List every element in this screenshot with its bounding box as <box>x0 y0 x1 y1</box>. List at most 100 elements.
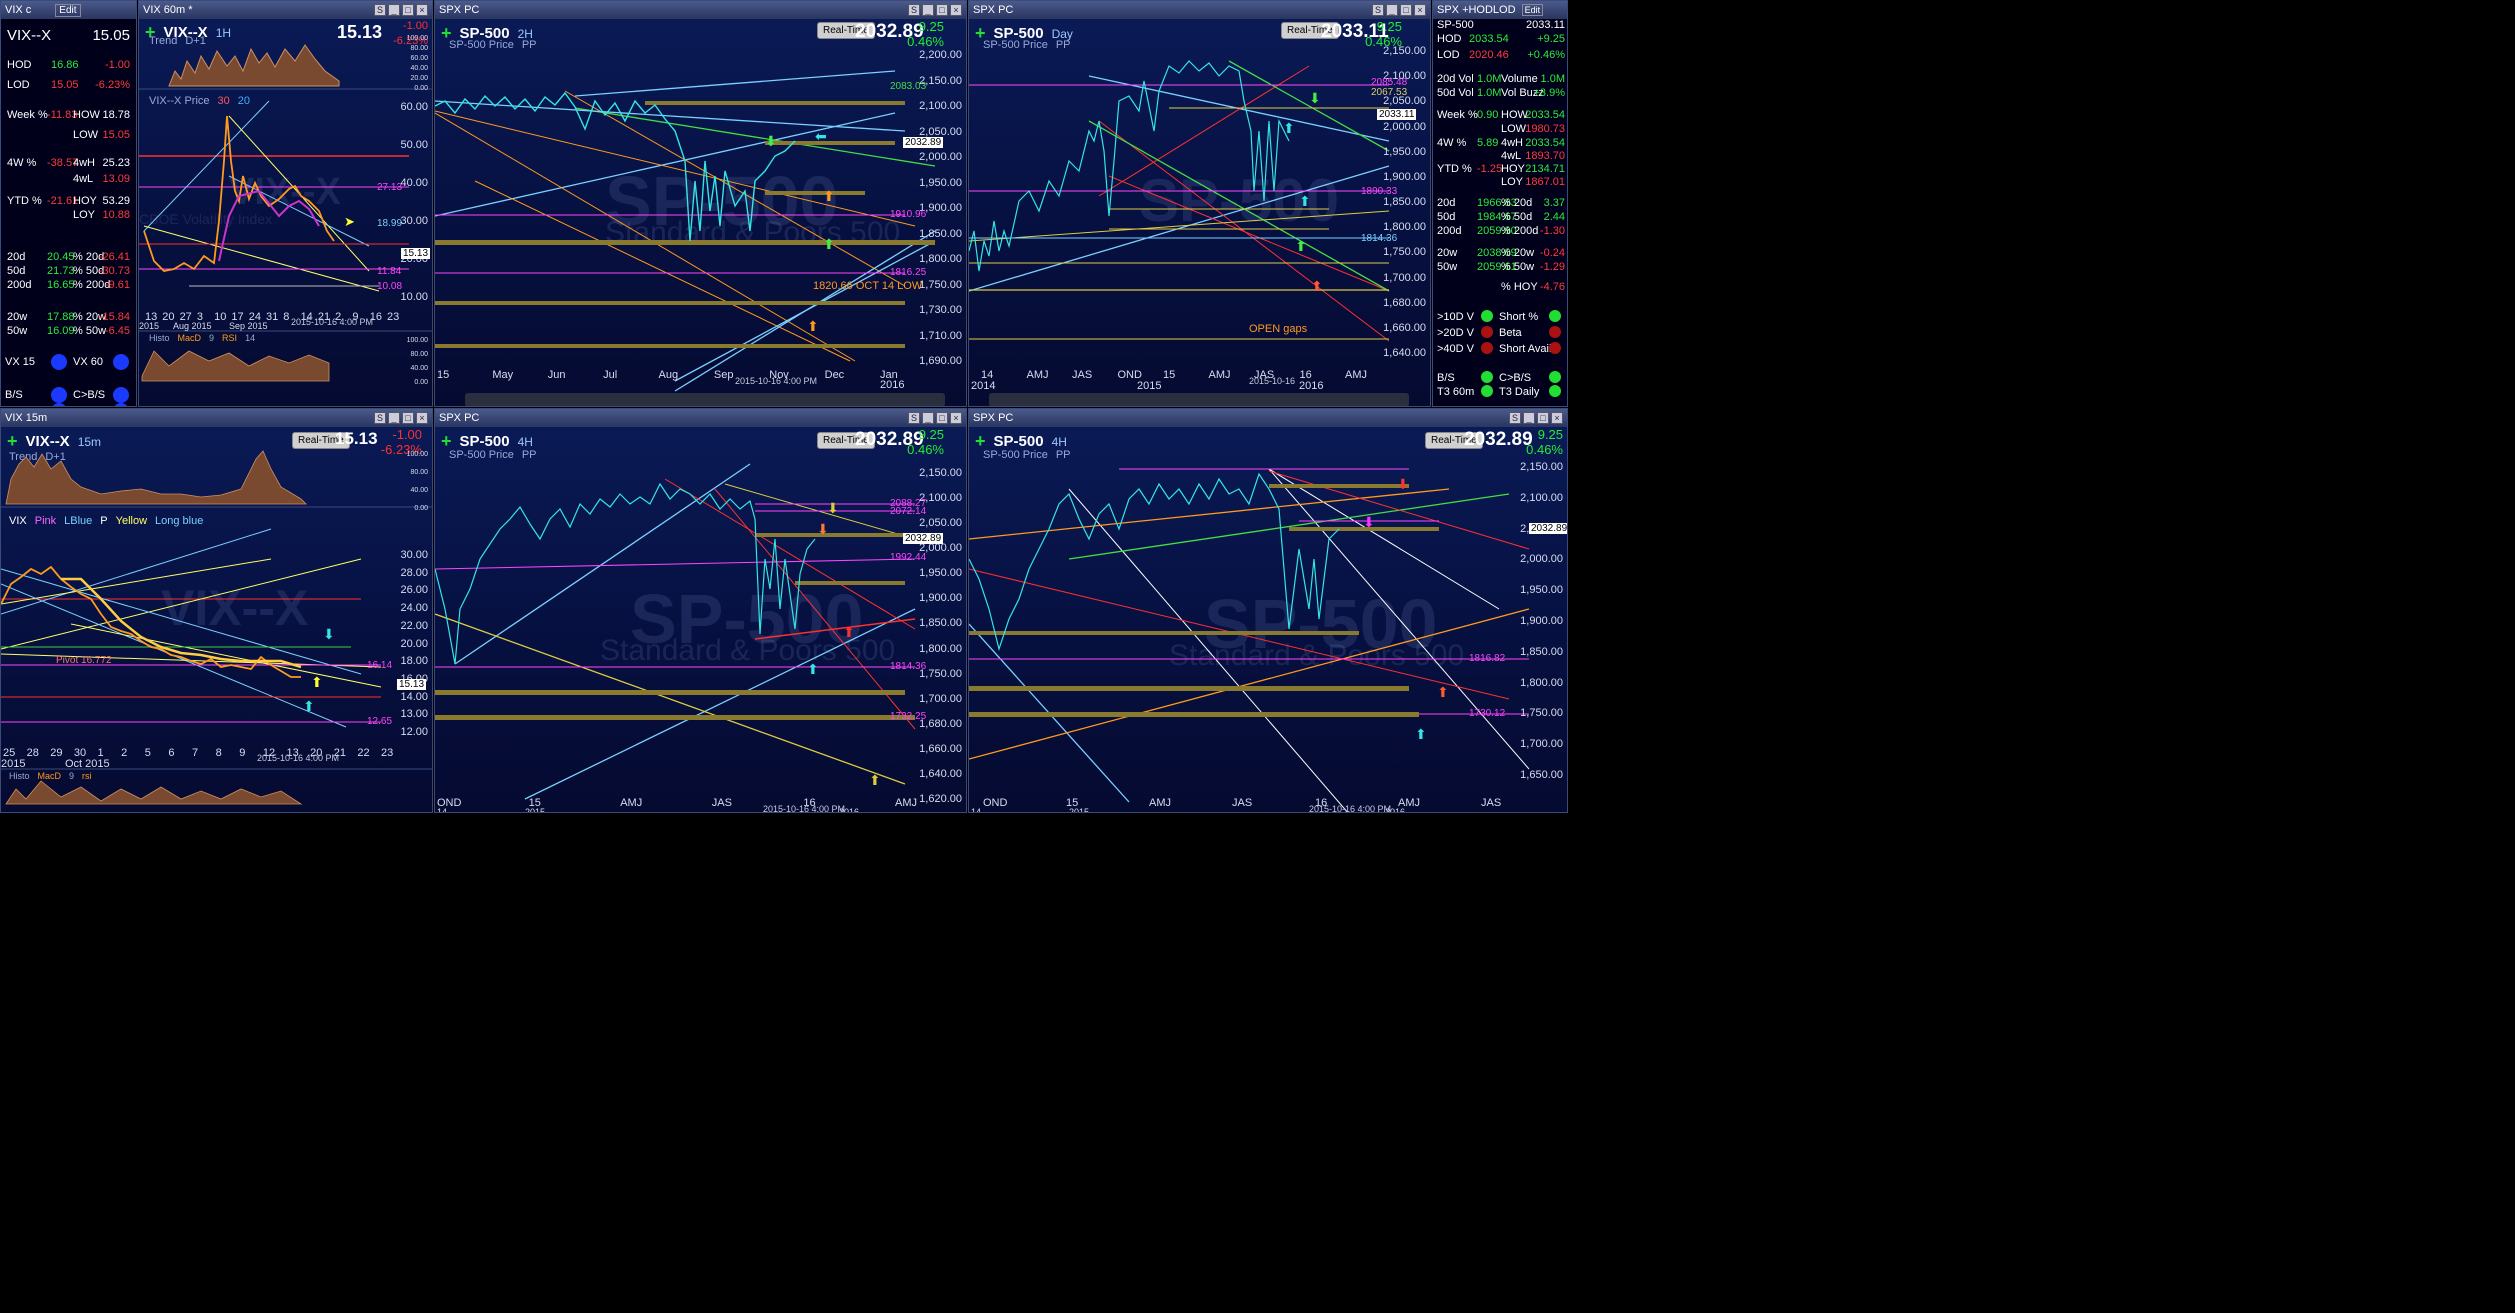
indicator-label[interactable]: MacD <box>177 333 202 343</box>
realtime-button[interactable]: Real-Time <box>817 432 875 449</box>
window-titlebar[interactable]: VIX c Edit <box>1 1 136 19</box>
price-study-label[interactable]: VIX--X Price <box>149 95 210 107</box>
scroll-navigator[interactable] <box>465 393 945 406</box>
add-symbol-icon[interactable]: + <box>441 23 452 43</box>
indicator-label[interactable]: Histo <box>149 333 170 343</box>
maximize-icon[interactable]: □ <box>936 412 948 424</box>
vol-value: 1.0M <box>1477 87 1502 99</box>
minimize-icon[interactable]: _ <box>922 4 934 16</box>
study-label[interactable]: Pink <box>34 515 57 527</box>
pivot-study-label[interactable]: PP <box>1055 39 1071 51</box>
period-selector[interactable]: 4H <box>1051 434 1067 449</box>
study-label[interactable]: VIX <box>9 515 27 527</box>
pivot-study-label[interactable]: PP <box>1055 449 1071 461</box>
stat-value: -9.61 <box>104 279 130 291</box>
close-icon[interactable]: × <box>416 4 428 16</box>
pivot-study-label[interactable]: PP <box>521 39 537 51</box>
y-axis-tick: 1,850.00 <box>919 617 962 630</box>
realtime-button[interactable]: Real-Time <box>1281 22 1339 39</box>
window-titlebar[interactable]: VIX 60m * S _ □ × <box>139 1 432 19</box>
maximize-icon[interactable]: □ <box>1537 412 1549 424</box>
study-label[interactable]: LBlue <box>64 515 93 527</box>
maximize-icon[interactable]: □ <box>1400 4 1412 16</box>
sync-icon[interactable]: S <box>908 412 920 424</box>
window-titlebar[interactable]: SPX +HODLOD Edit <box>1433 1 1567 19</box>
sync-icon[interactable]: S <box>374 4 386 16</box>
close-icon[interactable]: × <box>950 412 962 424</box>
add-symbol-icon[interactable]: + <box>975 431 986 451</box>
price-study-label[interactable]: SP-500 Price <box>449 39 514 51</box>
symbol-name[interactable]: SP-500 <box>459 25 510 42</box>
sync-icon[interactable]: S <box>1509 412 1521 424</box>
y-axis-tick: 60.00 <box>400 101 428 113</box>
maximize-icon[interactable]: □ <box>402 4 414 16</box>
maximize-icon[interactable]: □ <box>936 4 948 16</box>
indicator-label[interactable]: RSI <box>222 333 238 343</box>
window-titlebar[interactable]: SPX PC S _ □ × <box>435 1 966 19</box>
realtime-button[interactable]: Real-Time <box>292 432 350 449</box>
scroll-navigator[interactable] <box>989 393 1409 406</box>
realtime-button[interactable]: Real-Time <box>817 22 875 39</box>
study-param-2: 20 <box>237 95 251 107</box>
indicator-label[interactable]: Histo <box>9 771 30 781</box>
stat-value: 2033.54 <box>1525 109 1565 121</box>
close-icon[interactable]: × <box>1551 412 1563 424</box>
minimize-icon[interactable]: _ <box>1386 4 1398 16</box>
y-axis-tick: 1,800.00 <box>919 642 962 655</box>
price-study-label[interactable]: SP-500 Price <box>983 449 1048 461</box>
window-titlebar[interactable]: VIX 15m S _ □ × <box>1 409 432 427</box>
study-label[interactable]: Yellow <box>115 515 148 527</box>
price-study-label[interactable]: SP-500 Price <box>983 39 1048 51</box>
sync-icon[interactable]: S <box>1372 4 1384 16</box>
add-symbol-icon[interactable]: + <box>145 22 156 42</box>
minimize-icon[interactable]: _ <box>388 4 400 16</box>
window-titlebar[interactable]: SPX PC S _ □ × <box>435 409 966 427</box>
pivot-study-label[interactable]: PP <box>521 449 537 461</box>
minimize-icon[interactable]: _ <box>922 412 934 424</box>
period-selector[interactable]: Day <box>1051 26 1073 41</box>
close-icon[interactable]: × <box>1414 4 1426 16</box>
maximize-icon[interactable]: □ <box>402 412 414 424</box>
window-titlebar[interactable]: SPX PC S _ □ × <box>969 1 1430 19</box>
add-symbol-icon[interactable]: + <box>975 23 986 43</box>
symbol-name[interactable]: SP-500 <box>993 433 1044 450</box>
net-change: 9.25 <box>918 427 944 442</box>
minimize-icon[interactable]: _ <box>1523 412 1535 424</box>
window-titlebar[interactable]: SPX PC S _ □ × <box>969 409 1567 427</box>
symbol-name[interactable]: VIX--X <box>163 24 208 41</box>
study-label[interactable]: P <box>100 515 108 527</box>
close-icon[interactable]: × <box>950 4 962 16</box>
indicator-label[interactable]: MacD <box>37 771 62 781</box>
symbol-name[interactable]: VIX--X <box>25 433 70 450</box>
sync-icon[interactable]: S <box>908 4 920 16</box>
period-selector[interactable]: 15m <box>77 434 102 449</box>
sync-icon[interactable]: S <box>374 412 386 424</box>
period-selector[interactable]: 4H <box>517 434 533 449</box>
period-selector[interactable]: 2H <box>517 26 533 41</box>
close-icon[interactable]: × <box>416 412 428 424</box>
spx4h-drawing: ⬇ ⬇ ⬆ ⬆ ⬆ <box>435 463 916 800</box>
symbol-name[interactable]: SP-500 <box>993 25 1044 42</box>
x-axis-year: 14 <box>971 807 982 813</box>
study-label[interactable]: Long blue <box>155 515 204 527</box>
add-symbol-icon[interactable]: + <box>441 431 452 451</box>
y-axis-tick: 2,000.00 <box>1383 120 1426 133</box>
x-axis-tick: 17 <box>231 311 244 323</box>
realtime-button[interactable]: Real-Time <box>1425 432 1483 449</box>
hod-value: 16.86 <box>51 59 79 71</box>
trend-study-label[interactable]: Trend <box>149 35 178 47</box>
edit-button[interactable]: Edit <box>55 3 81 17</box>
indicator-label[interactable]: rsi <box>82 771 92 781</box>
minimize-icon[interactable]: _ <box>388 412 400 424</box>
price-study-label[interactable]: SP-500 Price <box>449 449 514 461</box>
y-axis-tick: 2,000.00 <box>919 542 962 555</box>
period-selector[interactable]: 1H <box>215 25 232 40</box>
level-label: 1816.82 <box>1469 653 1506 664</box>
y-axis-tick: 2,150.00 <box>919 74 962 87</box>
symbol-name[interactable]: SP-500 <box>459 433 510 450</box>
edit-button[interactable]: Edit <box>1521 4 1544 16</box>
trend-study-label[interactable]: Trend <box>9 451 38 463</box>
add-symbol-icon[interactable]: + <box>7 431 18 451</box>
last-price: 2032.89 <box>855 21 924 42</box>
watermark: SP-500 <box>630 580 864 658</box>
